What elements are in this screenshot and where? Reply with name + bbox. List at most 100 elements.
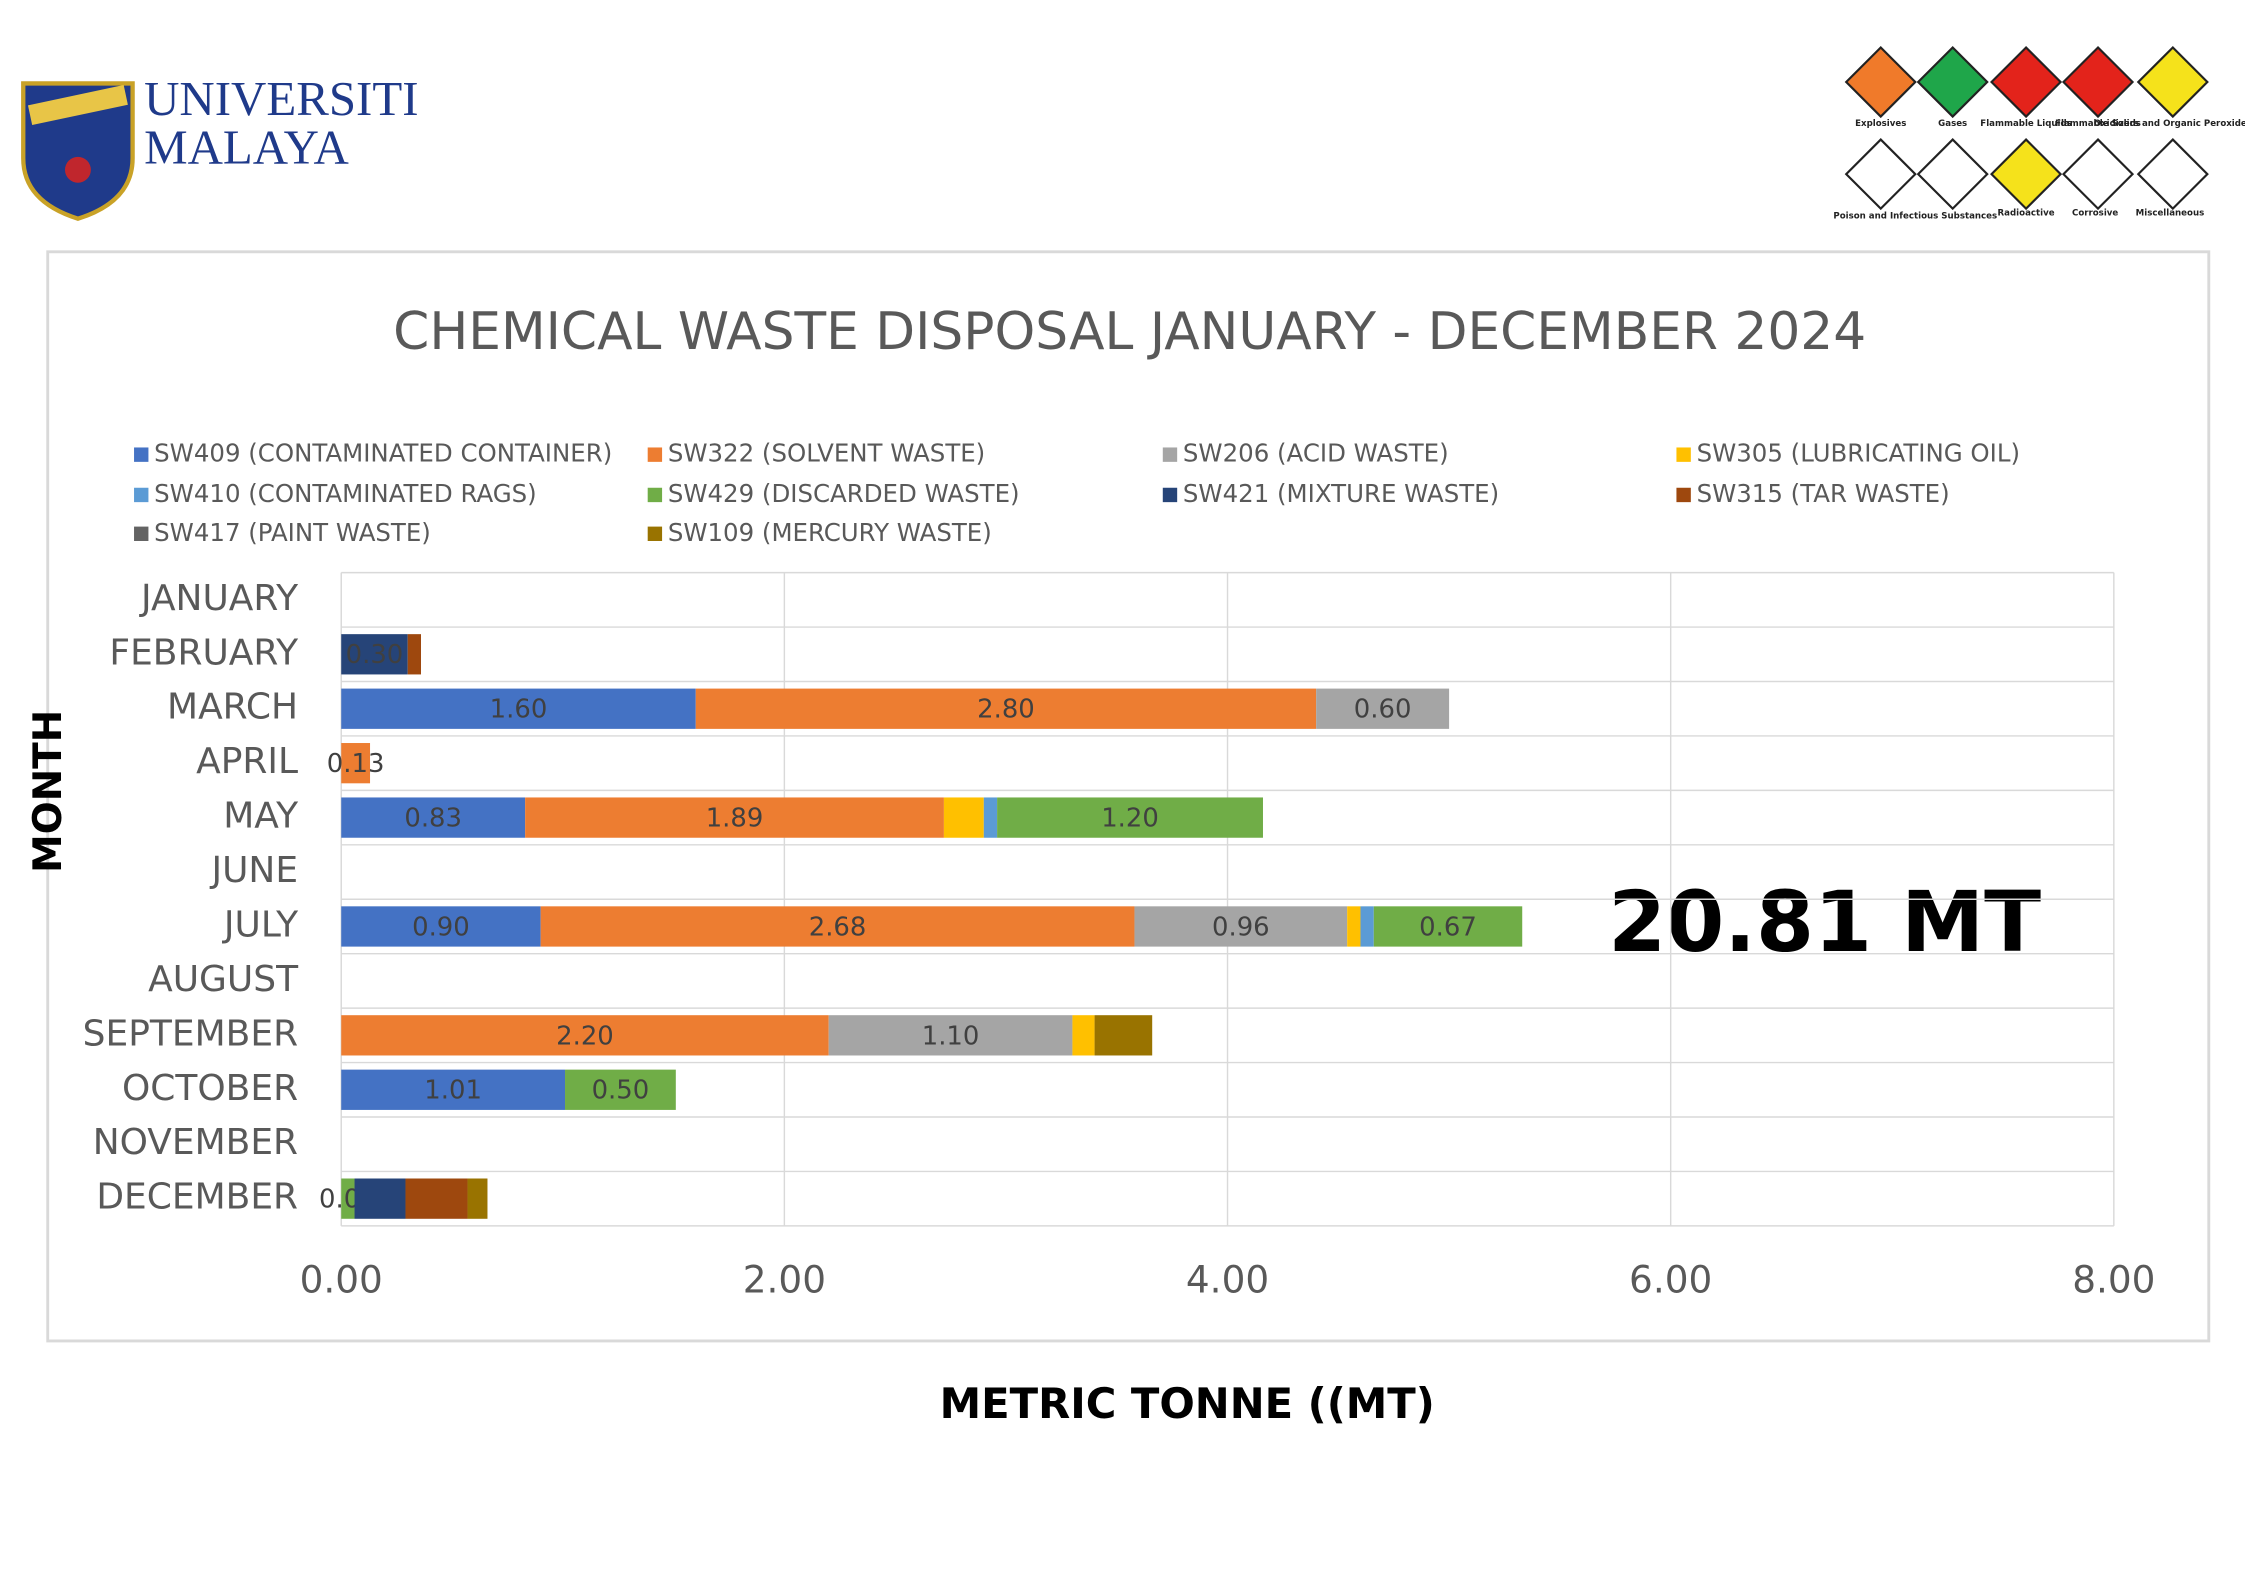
hazard-diamond — [1990, 138, 2063, 211]
data-label: 0.96 — [1212, 912, 1270, 942]
legend-label: SW109 (MERCURY WASTE) — [668, 518, 992, 547]
data-label: 1.10 — [922, 1021, 980, 1051]
hazard-signs: Explosives Gases Flammable LiquidsFlammabl… — [1833, 45, 2245, 221]
x-tick-label: 6.00 — [1629, 1257, 1712, 1301]
legend-swatch — [647, 487, 663, 503]
legend-label: SW409 (CONTAMINATED CONTAINER) — [154, 439, 612, 468]
logo-text: UNIVERSITI — [144, 71, 418, 126]
bar-segment — [1072, 1015, 1095, 1056]
data-label: 2.20 — [556, 1021, 614, 1051]
data-label: 1.01 — [424, 1076, 482, 1106]
bar-segment — [983, 797, 998, 838]
hazard-diamond — [1916, 138, 1989, 211]
bar-segment — [525, 797, 944, 838]
x-axis-label: METRIC TONNE ((MT) — [940, 1379, 1435, 1428]
hazard-diamond — [1844, 138, 1917, 211]
logo-flower — [64, 156, 91, 183]
hazard-label: Flammable Liquids — [1980, 119, 2071, 129]
data-label: 0.90 — [412, 912, 470, 942]
x-tick-label: 2.00 — [743, 1257, 826, 1301]
bar-segment — [341, 634, 408, 675]
hazard-label: Miscellaneous — [2136, 208, 2205, 218]
bar-segment — [1360, 906, 1374, 947]
hazard-label: Corrosive — [2072, 208, 2118, 218]
legend-swatch — [134, 526, 149, 541]
legend-swatch — [1676, 447, 1691, 462]
legend-swatch — [1162, 447, 1178, 462]
hazard-label: Gases — [1938, 119, 1967, 129]
legend-label: SW410 (CONTAMINATED RAGS) — [154, 479, 537, 508]
legend-swatch — [647, 447, 663, 462]
hazard-diamond — [2136, 138, 2209, 211]
legend-label: SW305 (LUBRICATING OIL) — [1697, 439, 2020, 468]
y-tick-label: JUNE — [209, 850, 298, 891]
bar-segment — [341, 1015, 829, 1056]
bar-segment — [341, 906, 541, 947]
data-label: 0.50 — [592, 1076, 650, 1106]
hazard-diamond — [2061, 45, 2135, 119]
legend-label: SW417 (PAINT WASTE) — [154, 518, 431, 547]
y-axis-label: MONTH — [26, 710, 71, 873]
legend-label: SW206 (ACID WASTE) — [1183, 439, 1449, 468]
logo: UNIVERSITI MALAYA — [21, 71, 419, 221]
bar-segment — [341, 797, 526, 838]
y-tick-label: MAY — [223, 796, 299, 837]
data-label: 2.80 — [977, 695, 1035, 725]
total-annotation: 20.81 MT — [1608, 874, 2041, 971]
bar-segment — [997, 797, 1263, 838]
x-tick-label: 4.00 — [1186, 1257, 1269, 1301]
legend-swatch — [134, 447, 149, 462]
bar-segment — [828, 1015, 1073, 1056]
bar-segment — [341, 1069, 566, 1110]
legend-swatch — [647, 526, 663, 541]
hazard-diamond — [1844, 45, 1917, 119]
y-tick-label: MARCH — [167, 687, 298, 728]
bar-segment — [341, 1178, 355, 1219]
logo-ribbon — [27, 85, 128, 126]
y-tick-label: AUGUST — [148, 959, 299, 1000]
hazard-label: Radioactive — [1998, 208, 2055, 218]
y-tick-label: NOVEMBER — [93, 1122, 298, 1163]
logo-text: MALAYA — [144, 120, 349, 175]
legend-swatch — [134, 487, 149, 503]
hazard-label: Poison and Infectious Substances — [1833, 211, 1997, 221]
data-label: 1.89 — [706, 804, 764, 834]
bar-segment — [943, 797, 984, 838]
bar-segment — [540, 906, 1135, 947]
y-tick-label: OCTOBER — [122, 1068, 298, 1109]
hazard-label: Explosives — [1855, 119, 1906, 129]
y-tick-label: DECEMBER — [96, 1177, 298, 1218]
hazard-label: Oxidizers and Organic Peroxides — [2094, 119, 2245, 129]
bar-segment — [1316, 688, 1450, 729]
data-label: 2.68 — [809, 912, 867, 942]
bar-segment — [341, 688, 696, 729]
x-tick-label: 0.00 — [300, 1257, 383, 1301]
legend-swatch — [1162, 487, 1178, 503]
data-label: 0.67 — [1419, 912, 1477, 942]
data-label: 1.20 — [1101, 804, 1159, 834]
hazard-diamond — [2061, 138, 2135, 211]
bar-segment — [354, 1178, 406, 1219]
y-tick-label: APRIL — [196, 741, 298, 782]
bar-segment — [405, 1178, 468, 1219]
data-label: 0.83 — [404, 804, 462, 834]
data-label: 0.13 — [327, 749, 385, 779]
bar-segment — [695, 688, 1317, 729]
bar-segment — [341, 743, 371, 784]
hazard-label: Flammable Solids — [2055, 119, 2141, 129]
legend-swatch — [1676, 487, 1691, 503]
legend-label: SW315 (TAR WASTE) — [1697, 479, 1950, 508]
bar-segment — [1373, 906, 1523, 947]
bar-segment — [467, 1178, 488, 1219]
data-label: 1.60 — [490, 695, 548, 725]
legend-label: SW429 (DISCARDED WASTE) — [668, 479, 1020, 508]
x-tick-label: 8.00 — [2072, 1257, 2155, 1301]
bar-segment — [1094, 1015, 1153, 1056]
hazard-diamond — [1916, 45, 1989, 119]
chart-frame — [46, 250, 2211, 1343]
bar-segment — [565, 1069, 676, 1110]
y-tick-label: JANUARY — [139, 578, 299, 619]
y-tick-label: SEPTEMBER — [83, 1013, 298, 1054]
bar-segment — [1134, 906, 1348, 947]
